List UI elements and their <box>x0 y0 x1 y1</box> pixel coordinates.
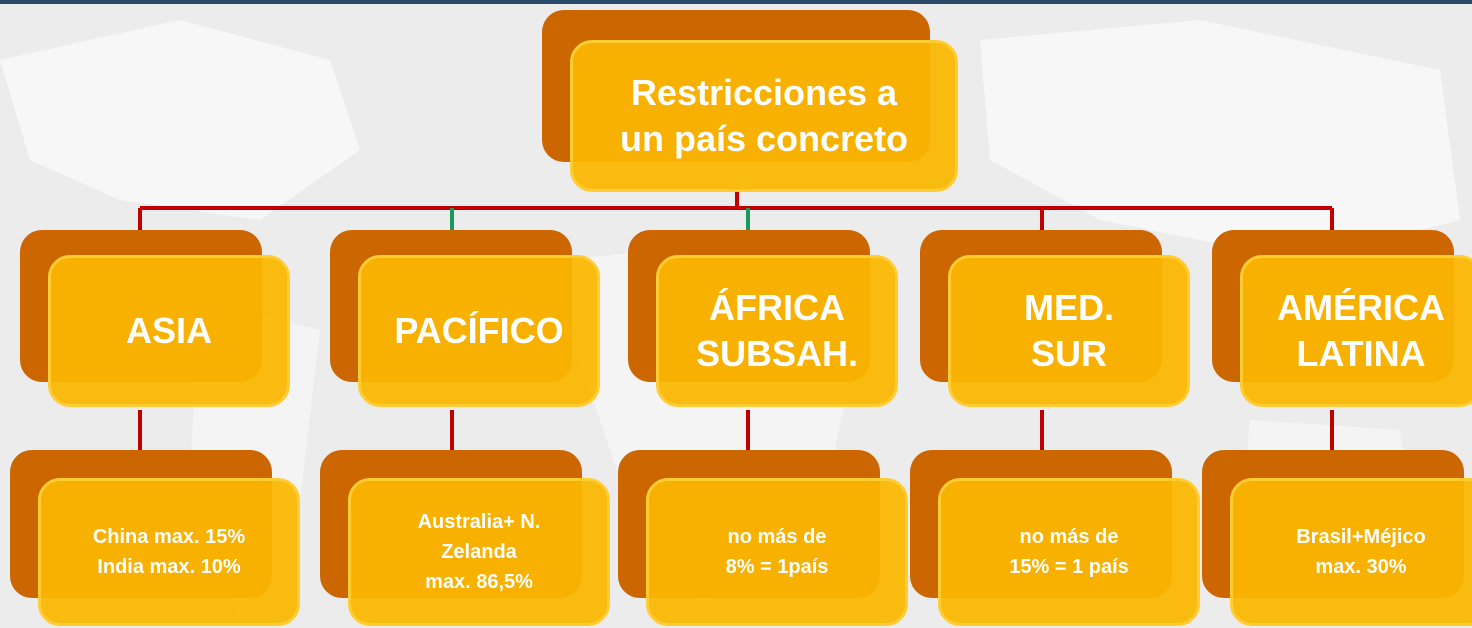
region-node: ASIA <box>48 255 290 407</box>
label-line: SUR <box>1030 333 1107 374</box>
region-node: MED. SUR <box>948 255 1190 407</box>
region-node: PACÍFICO <box>358 255 600 407</box>
label-line: no más de <box>727 526 827 548</box>
root-node: Restricciones a un país concreto <box>570 40 958 192</box>
label-line: PACÍFICO <box>394 310 564 351</box>
label-line: India max. 10% <box>97 556 241 578</box>
detail-node: Brasil+Méjico max. 30% <box>1230 478 1472 626</box>
label-line: max. 86,5% <box>425 571 533 593</box>
label-line: LATINA <box>1296 333 1426 374</box>
label-line: Australia+ N. <box>417 511 541 533</box>
label-line: China max. 15% <box>92 526 246 548</box>
label-line: Restricciones a <box>630 72 898 113</box>
label-line: 8% = 1país <box>725 556 829 578</box>
label-line: MED. <box>1024 287 1114 328</box>
detail-node: Australia+ N. Zelanda max. 86,5% <box>348 478 610 626</box>
label-line: ASIA <box>125 310 212 351</box>
label-line: un país concreto <box>619 118 909 159</box>
label-line: max. 30% <box>1315 556 1407 578</box>
detail-node: China max. 15% India max. 10% <box>38 478 300 626</box>
label-line: Zelanda <box>441 541 517 563</box>
detail-node: no más de 8% = 1país <box>646 478 908 626</box>
label-line: Brasil+Méjico <box>1296 526 1426 548</box>
label-line: 15% = 1 país <box>1009 556 1129 578</box>
label-line: ÁFRICA <box>709 287 845 328</box>
label-line: SUBSAH. <box>695 333 859 374</box>
region-node: AMÉRICA LATINA <box>1240 255 1472 407</box>
label-line: no más de <box>1019 526 1119 548</box>
top-bar <box>0 0 1472 4</box>
detail-node: no más de 15% = 1 país <box>938 478 1200 626</box>
label-line: AMÉRICA <box>1277 287 1445 328</box>
region-node: ÁFRICA SUBSAH. <box>656 255 898 407</box>
